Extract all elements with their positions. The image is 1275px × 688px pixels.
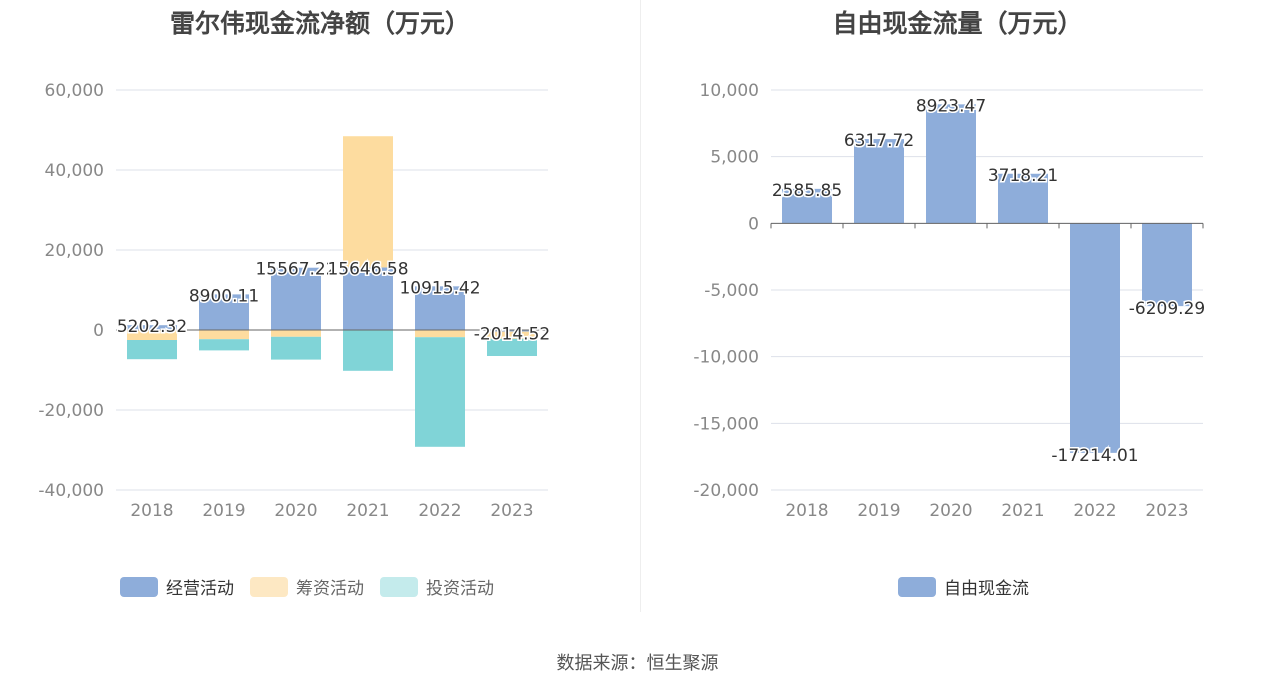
- right-ytick-label: -15,000: [693, 414, 759, 434]
- left-bar-0-2020: [271, 267, 321, 330]
- left-bar-0-2018: [127, 325, 177, 330]
- left-ytick-label: 0: [93, 321, 104, 341]
- left-data-label: 5202.32: [117, 317, 187, 337]
- right-xtick-label: 2021: [1001, 501, 1044, 521]
- left-ytick-label: 20,000: [45, 241, 104, 261]
- right-bar-0-2020: [926, 104, 976, 224]
- right-data-label: 6317.72: [844, 131, 914, 151]
- right-bar-0-2022: [1070, 223, 1120, 453]
- left-xtick-label: 2020: [274, 501, 317, 521]
- left-bar-2-2023: [487, 338, 537, 356]
- left-ytick-label: -40,000: [38, 481, 104, 501]
- left-chart-title: 雷尔伟现金流净额（万元）: [169, 9, 470, 38]
- left-bar-1-2023: [487, 331, 537, 339]
- left-bar-2-2021: [343, 330, 393, 371]
- left-ytick-label: 40,000: [45, 161, 104, 181]
- left-bar-2-2022: [415, 337, 465, 447]
- legend-label-investing: 投资活动: [426, 579, 494, 599]
- left-data-label: 10915.42: [399, 278, 480, 298]
- left-bar-1-2019: [199, 330, 249, 340]
- left-bar-2-2019: [199, 339, 249, 351]
- left-xtick-label: 2023: [490, 501, 533, 521]
- right-xtick-label: 2018: [785, 501, 828, 521]
- right-data-label: -6209.29: [1129, 299, 1205, 319]
- left-bar-2-2018: [127, 340, 177, 360]
- right-data-label: 8923.47: [916, 96, 986, 116]
- left-data-label: 8900.11: [189, 286, 259, 306]
- left-bar-0-2023: [487, 330, 537, 332]
- left-ytick-label: 60,000: [45, 81, 104, 101]
- right-ytick-label: -20,000: [693, 481, 759, 501]
- left-chart-svg: -40,000 -20,000 0 20,000 40,000 60,000 2018 201…: [38, 81, 551, 521]
- right-legend: 自由现金流: [898, 574, 1029, 599]
- right-xtick-label: 2019: [857, 501, 900, 521]
- left-xtick-label: 2021: [346, 501, 389, 521]
- right-ytick-label: -5,000: [704, 281, 759, 301]
- right-xtick-label: 2022: [1073, 501, 1116, 521]
- right-chart-title: 自由现金流量（万元）: [832, 9, 1083, 38]
- left-data-label: -2014.52: [474, 325, 550, 345]
- right-chart-svg: -20,000 -15,000 -10,000 -5,000 0 5,000 10,000 2…: [693, 81, 1206, 521]
- panel-divider: [640, 0, 641, 612]
- legend-label-financing: 筹资活动: [296, 579, 364, 599]
- right-data-label: 3718.21: [988, 166, 1058, 186]
- right-bar-0-2021: [998, 173, 1048, 224]
- legend-item-free-cash-flow[interactable]: 自由现金流: [898, 574, 1029, 599]
- legend-swatch-operating: [120, 576, 158, 597]
- left-data-label: 15567.22: [255, 260, 336, 280]
- right-bar-0-2018: [782, 188, 832, 224]
- right-xtick-label: 2020: [929, 501, 972, 521]
- legend-item-investing[interactable]: 投资活动: [380, 574, 494, 599]
- left-bar-1-2021: [343, 136, 393, 268]
- left-bar-1-2022: [415, 330, 465, 338]
- right-bar-0-2019: [854, 139, 904, 224]
- left-bar-0-2019: [199, 294, 249, 330]
- left-data-label: 15646.58: [327, 259, 408, 279]
- right-ytick-label: -10,000: [693, 348, 759, 368]
- legend-swatch-financing: [250, 576, 288, 597]
- right-ytick-label: 5,000: [710, 148, 759, 168]
- left-xtick-label: 2022: [418, 501, 461, 521]
- left-xtick-label: 2019: [202, 501, 245, 521]
- legend-item-operating[interactable]: 经营活动: [120, 574, 234, 599]
- right-xtick-label: 2023: [1145, 501, 1188, 521]
- right-bar-0-2023: [1142, 223, 1192, 307]
- legend-label-operating: 经营活动: [166, 579, 234, 599]
- right-data-label: -17214.01: [1051, 446, 1138, 466]
- left-bar-1-2018: [127, 330, 177, 340]
- left-bar-0-2022: [415, 286, 465, 330]
- right-data-label: 2585.85: [772, 181, 842, 201]
- right-ytick-label: 0: [748, 214, 759, 234]
- left-bar-0-2021: [343, 267, 393, 330]
- left-legend: 经营活动 筹资活动 投资活动: [120, 574, 494, 599]
- left-ytick-label: -20,000: [38, 401, 104, 421]
- left-xtick-label: 2018: [130, 501, 173, 521]
- left-bar-2-2020: [271, 336, 321, 360]
- right-ytick-label: 10,000: [700, 81, 759, 101]
- legend-swatch-free-cash-flow: [898, 576, 936, 597]
- data-source: 数据来源：恒生聚源: [556, 653, 719, 674]
- left-bar-1-2020: [271, 330, 321, 337]
- legend-label-free-cash-flow: 自由现金流: [944, 579, 1029, 599]
- legend-swatch-investing: [380, 576, 418, 597]
- legend-item-financing[interactable]: 筹资活动: [250, 574, 364, 599]
